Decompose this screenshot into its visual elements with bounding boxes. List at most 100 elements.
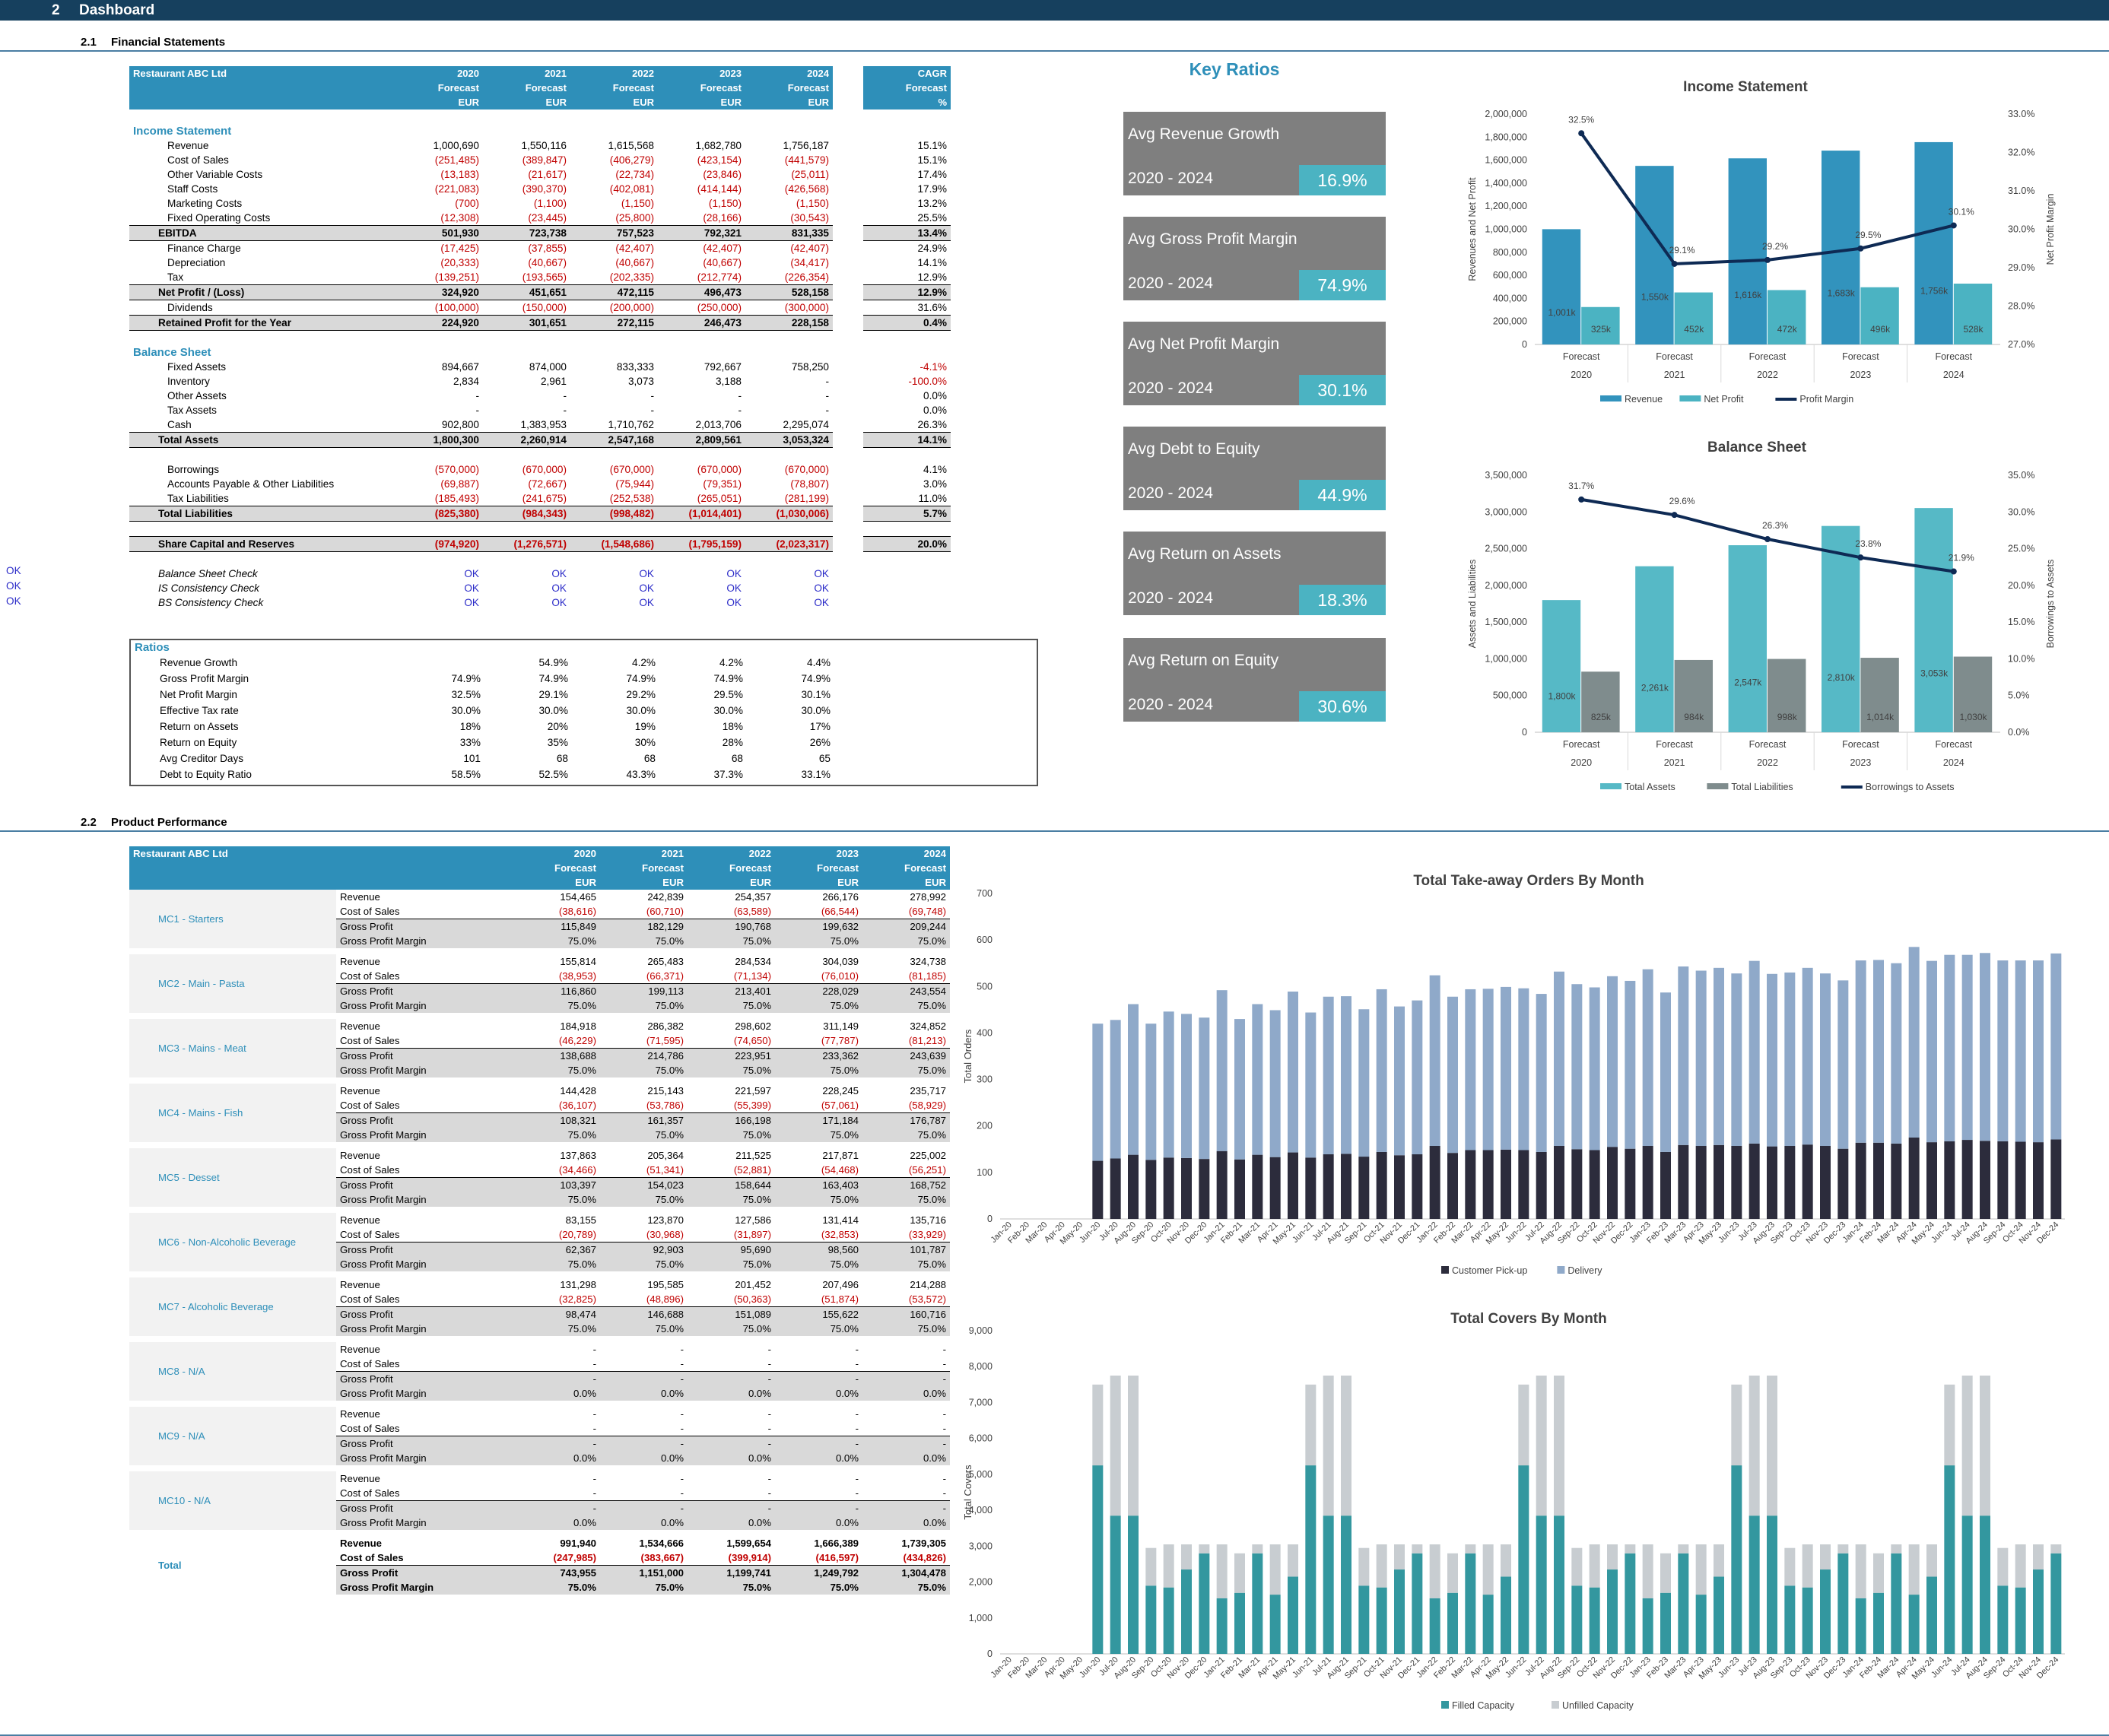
y2-axis-label: Borrowings to Assets xyxy=(2045,560,2056,649)
spacer-cell xyxy=(395,552,483,567)
product-value: (34,466) xyxy=(513,1163,600,1178)
product-value: 160,716 xyxy=(862,1306,950,1322)
ratio-value: 74.9% xyxy=(713,673,743,684)
cagr-cell: 3.0% xyxy=(923,478,947,490)
data-label: 3,053k xyxy=(1920,668,1949,678)
product-value: - xyxy=(600,1421,688,1436)
cagr-cell: -4.1% xyxy=(920,361,947,373)
financial-row: Revenue 1,000,690 1,550,116 1,615,568 1,682,… xyxy=(129,138,951,153)
value-cell: (2,023,317) xyxy=(745,536,833,552)
product-value: 171,184 xyxy=(775,1112,862,1128)
product-group-name: MC10 - N/A xyxy=(129,1471,336,1530)
spacer-row xyxy=(129,1013,950,1019)
value-cell: (185,493) xyxy=(434,493,479,504)
key-ratio-value: 44.9% xyxy=(1299,480,1386,510)
bar-segment xyxy=(1589,987,1600,1150)
check-row: Balance Sheet Check OK OK OK OK OK xyxy=(129,567,951,581)
spacer-cell xyxy=(570,522,658,537)
value-cell: (69,887) xyxy=(440,478,479,490)
bar-segment xyxy=(1714,1144,1724,1219)
product-value: 324,852 xyxy=(910,1020,946,1032)
spacer-row xyxy=(129,1207,950,1213)
row-label: EBITDA xyxy=(129,225,395,241)
product-row: MC10 - N/A Revenue - - - - - xyxy=(129,1471,950,1530)
spacer-cell xyxy=(745,124,833,138)
financial-row: EBITDA 501,930 723,738 757,523 792,321 831,33… xyxy=(129,225,951,241)
column-header: Forecast xyxy=(745,81,833,95)
ratio-value: 68 xyxy=(556,753,568,764)
y-tick-label: 0 xyxy=(1522,727,1527,738)
product-value: - xyxy=(688,1421,775,1436)
bar-segment xyxy=(1234,1019,1245,1160)
cagr-cell: 12.9% xyxy=(917,271,947,283)
product-value: 137,863 xyxy=(560,1150,596,1161)
spacer-cell xyxy=(658,124,745,138)
value-cell: (42,407) xyxy=(615,243,654,254)
value-cell: (281,199) xyxy=(784,493,829,504)
value-cell: 528,158 xyxy=(745,284,833,300)
y-tick-label: 500 xyxy=(977,981,993,992)
check-status: OK xyxy=(639,582,654,594)
cagr-cell: 17.9% xyxy=(917,183,947,195)
y-tick-label: 1,800,000 xyxy=(1485,132,1527,142)
check-label: BS Consistency Check xyxy=(158,597,264,608)
y2-tick-label: 0.0% xyxy=(2008,727,2030,738)
line-point xyxy=(1578,130,1585,137)
bar-segment xyxy=(1501,1149,1511,1219)
product-value: - xyxy=(680,1408,684,1420)
y-tick-label: 2,000,000 xyxy=(1485,580,1527,591)
row-label: Staff Costs xyxy=(167,183,218,195)
spacer-row xyxy=(129,1465,950,1471)
product-value: 75.0% xyxy=(862,998,950,1013)
bar-segment xyxy=(1376,1587,1387,1654)
product-value: 75.0% xyxy=(600,998,688,1013)
product-value: - xyxy=(513,1436,600,1451)
bar-segment xyxy=(1749,1376,1760,1516)
bar-segment xyxy=(1199,1017,1210,1160)
product-row-label: Gross Profit Margin xyxy=(336,1192,513,1207)
product-value: 743,955 xyxy=(513,1565,600,1580)
bar-segment xyxy=(1625,1544,1636,1554)
spacer-cell xyxy=(129,552,395,567)
bar-segment xyxy=(1873,1142,1884,1219)
data-label: 825k xyxy=(1591,712,1612,722)
product-value: 75.0% xyxy=(600,934,688,948)
check-status: OK xyxy=(814,597,829,608)
value-cell: (1,795,159) xyxy=(658,536,745,552)
bar-segment xyxy=(1731,1146,1742,1219)
spacer-cell xyxy=(483,522,570,537)
bar-segment xyxy=(1802,1587,1813,1654)
spacer-cell xyxy=(833,536,863,552)
y-tick-label: 2,000 xyxy=(969,1577,993,1588)
spacer-cell xyxy=(833,522,863,537)
bar-segment xyxy=(1199,1553,1210,1654)
ratio-row: Gross Profit Margin 74.9% 74.9% 74.9% 74.9% 7… xyxy=(131,671,834,687)
financial-row: Total Assets 1,800,300 2,260,914 2,547,168 2… xyxy=(129,432,951,448)
product-value: 168,752 xyxy=(862,1177,950,1192)
spacer-cell xyxy=(395,610,483,624)
product-row-label: Gross Profit Margin xyxy=(336,934,513,948)
spacer-cell xyxy=(483,345,570,360)
bar-segment xyxy=(1714,967,1724,1145)
ratio-value: 29.5% xyxy=(713,689,743,700)
bar-segment xyxy=(1163,1011,1174,1158)
product-row-label: Gross Profit Margin xyxy=(336,1063,513,1077)
financial-row: Depreciation (20,333) (40,667) (40,667) (40,… xyxy=(129,255,951,270)
x-tick-label: 2022 xyxy=(1757,757,1778,768)
row-label: Revenue xyxy=(167,140,209,151)
product-row: Cost of Sales (20,789) (30,968) (31,897) (32… xyxy=(129,1227,950,1242)
key-ratio-card: Avg Revenue Growth 2020 - 2024 16.9% xyxy=(1123,112,1386,195)
bar-segment xyxy=(1589,1587,1600,1654)
spacer-cell xyxy=(483,124,570,138)
product-row: MC5 - Desset Revenue 137,863 205,364 211,525… xyxy=(129,1148,950,1207)
spacer-cell xyxy=(833,595,863,610)
product-row-label: Cost of Sales xyxy=(336,1227,513,1242)
header-cell xyxy=(129,861,513,875)
value-cell: 792,321 xyxy=(658,225,745,241)
bar-segment xyxy=(1181,1014,1192,1158)
y-tick-label: 1,600,000 xyxy=(1485,155,1527,166)
bar-segment xyxy=(1891,1544,1902,1554)
y2-tick-label: 32.0% xyxy=(2008,148,2034,158)
bar-segment xyxy=(1181,1569,1192,1654)
spacer-cell xyxy=(395,448,483,463)
